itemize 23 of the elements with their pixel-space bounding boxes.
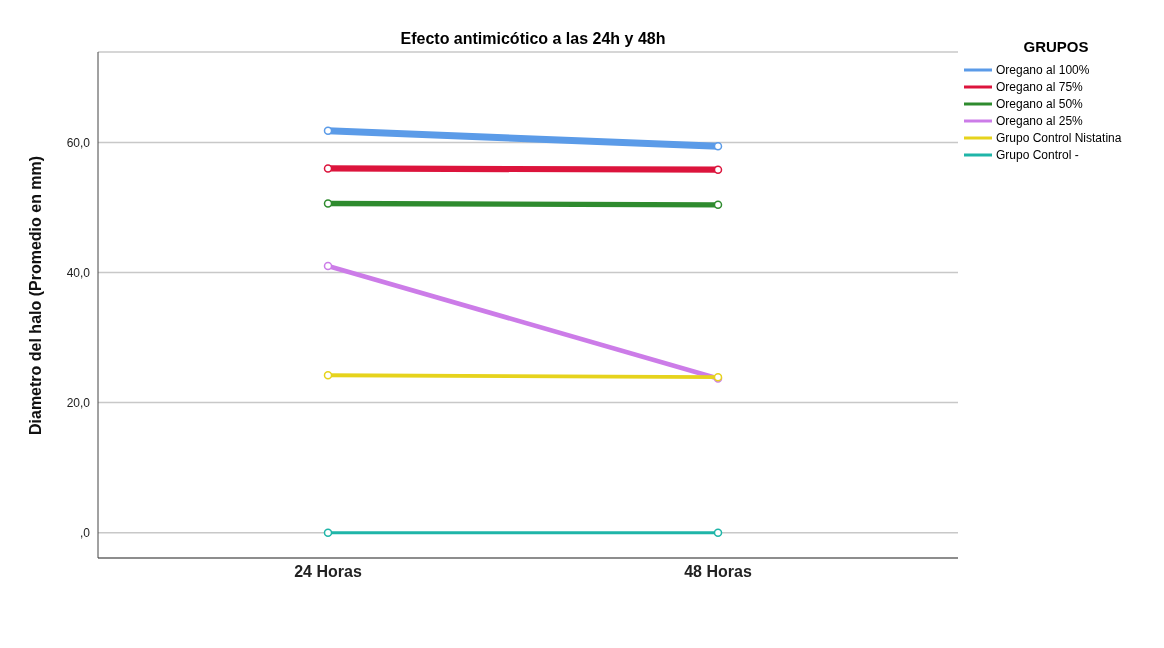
y-axis-title: Diametro del halo (Promedio en mm) bbox=[26, 155, 44, 435]
point bbox=[323, 370, 333, 380]
legend-label: Oregano al 50% bbox=[996, 96, 1083, 111]
x-tick-label: 48 Horas bbox=[684, 563, 752, 581]
point bbox=[713, 200, 723, 210]
legend-label: Grupo Control Nistatina bbox=[996, 130, 1122, 145]
point bbox=[713, 528, 723, 537]
chart-title: Efecto antimicótico a las 24h y 48h bbox=[399, 30, 667, 48]
point bbox=[713, 165, 723, 174]
legend-label: Oregano al 100% bbox=[996, 62, 1090, 77]
point bbox=[323, 199, 333, 208]
legend-label: Grupo Control - bbox=[996, 147, 1079, 162]
point bbox=[323, 261, 333, 271]
legend-title: GRUPOS bbox=[1022, 38, 1090, 55]
point bbox=[323, 528, 333, 537]
legend-label: Oregano al 75% bbox=[996, 79, 1083, 94]
y-tick-label: ,0 bbox=[79, 525, 91, 540]
legend-label: Oregano al 25% bbox=[996, 113, 1083, 128]
point bbox=[323, 164, 333, 173]
y-tick-label: 60,0 bbox=[66, 135, 91, 150]
y-tick-label: 40,0 bbox=[66, 265, 91, 280]
y-tick-label: 20,0 bbox=[66, 395, 91, 410]
x-tick-label: 24 Horas bbox=[294, 563, 362, 581]
